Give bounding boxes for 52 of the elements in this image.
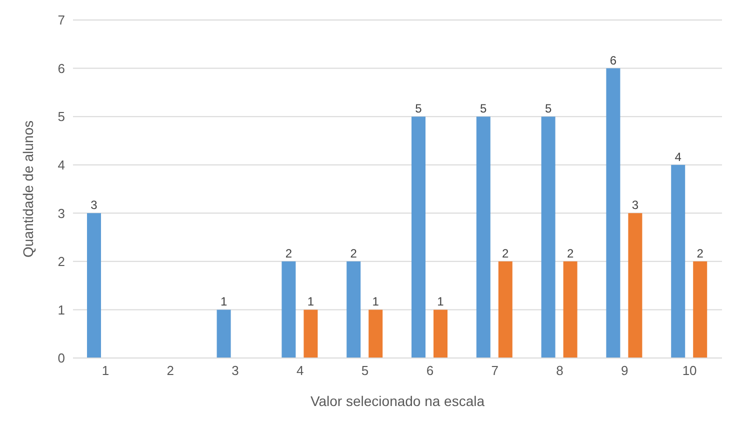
- x-tick-label: 3: [232, 363, 239, 378]
- data-label: 5: [415, 102, 422, 116]
- data-label: 3: [90, 198, 98, 212]
- y-tick-label: 3: [58, 206, 65, 221]
- x-tick-label: 1: [102, 363, 110, 378]
- y-tick-label: 7: [58, 12, 65, 28]
- bar: [498, 261, 512, 358]
- data-label: 2: [566, 246, 574, 260]
- bar: [368, 310, 383, 358]
- bar: [628, 213, 642, 358]
- bar: [304, 310, 318, 358]
- y-axis-title: Quantidade de alunos: [20, 120, 36, 258]
- data-label: 1: [220, 294, 228, 309]
- data-label: 1: [437, 294, 444, 309]
- bar: [693, 261, 708, 358]
- data-label: 1: [372, 294, 380, 309]
- x-tick-label: 5: [361, 363, 369, 378]
- data-label: 5: [480, 102, 488, 116]
- data-label: 2: [285, 246, 292, 260]
- bar: [346, 261, 361, 358]
- bar: [563, 261, 578, 358]
- data-label: 2: [502, 246, 510, 260]
- x-tick-label: 7: [491, 363, 498, 378]
- y-tick-label: 0: [58, 350, 65, 366]
- bar: [412, 116, 426, 358]
- data-label: 5: [544, 102, 552, 116]
- bar: [671, 164, 686, 358]
- y-tick-label: 6: [58, 60, 65, 76]
- bar: [434, 310, 448, 358]
- x-tick-label: 4: [296, 363, 304, 378]
- bar: [282, 261, 296, 358]
- x-tick-label: 9: [621, 363, 628, 378]
- x-tick-label: 10: [682, 363, 697, 378]
- x-tick-label: 8: [556, 363, 564, 378]
- data-label: 3: [632, 198, 639, 212]
- data-label: 2: [696, 246, 704, 260]
- bar: [216, 310, 231, 358]
- data-label: 2: [350, 246, 358, 260]
- bar: [476, 116, 490, 358]
- data-label: 1: [307, 294, 314, 309]
- x-axis-title: Valor selecionado na escala: [310, 393, 485, 409]
- bar: [541, 116, 556, 358]
- y-tick-label: 2: [58, 254, 65, 270]
- y-tick-label: 5: [58, 109, 65, 124]
- data-label: 4: [674, 150, 682, 164]
- x-tick-label: 6: [426, 363, 434, 378]
- x-tick-label: 2: [166, 363, 174, 378]
- bar: [87, 213, 101, 358]
- y-tick-label: 1: [58, 302, 65, 318]
- y-tick-label: 4: [58, 157, 65, 172]
- bar: [606, 68, 620, 358]
- data-label: 6: [610, 53, 617, 68]
